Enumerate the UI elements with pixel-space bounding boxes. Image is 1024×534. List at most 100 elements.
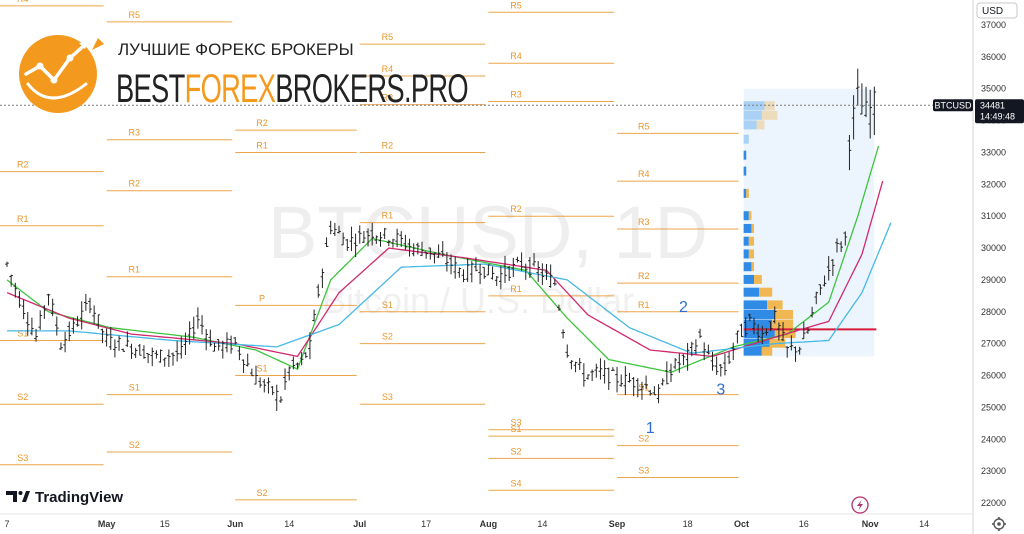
- profile-bar-up: [743, 134, 749, 144]
- profile-bar-up: [743, 211, 749, 221]
- profile-bar-up: [743, 150, 747, 160]
- profile-bar-up: [743, 262, 752, 272]
- logo-tagline: ЛУЧШИЕ ФОРЕКС БРОКЕРЫ: [118, 40, 354, 59]
- wave-label: 1: [646, 420, 655, 437]
- profile-bar-down: [759, 287, 773, 297]
- price-tick-label: 22000: [981, 498, 1006, 508]
- currency-box[interactable]: [976, 2, 1018, 19]
- time-tick-label: 18: [683, 519, 693, 529]
- price-tick-label: 33000: [981, 147, 1006, 157]
- price-tick-label: 24000: [981, 434, 1006, 444]
- pivot-label: S2: [638, 434, 649, 444]
- pivot-label: R5: [128, 10, 140, 20]
- profile-bar-up: [743, 236, 749, 246]
- profile-bar-down: [756, 120, 765, 130]
- pivot-label: S1: [511, 424, 522, 434]
- wave-label: 2: [679, 299, 688, 316]
- time-axis[interactable]: 7 May 15 Jun 14 Jul 17 Aug 14 Sep 18 Oct 16 Nov 14: [4, 519, 929, 529]
- countdown-text: 14:49:48: [980, 111, 1015, 121]
- pivot-label: S1: [382, 300, 393, 310]
- pivot-label: S2: [256, 488, 267, 498]
- pivot-label: R1: [256, 140, 268, 150]
- time-tick-label: Nov: [862, 519, 879, 529]
- pivot-label: R5: [638, 121, 650, 131]
- price-tick-label: 32000: [981, 179, 1006, 189]
- pivot-label: P: [259, 293, 265, 303]
- profile-bar-down: [746, 188, 749, 198]
- time-tick-label: Jun: [227, 519, 243, 529]
- symbol-tag-text: BTCUSD: [934, 100, 972, 110]
- pivot-label: S2: [511, 446, 522, 456]
- time-tick-label: 14: [284, 519, 294, 529]
- pivot-label: S4: [511, 478, 522, 488]
- price-tick-label: 37000: [981, 20, 1006, 30]
- profile-bar-up: [743, 101, 765, 111]
- price-tick-label: 35000: [981, 84, 1006, 94]
- profile-bar-up: [743, 319, 773, 329]
- volume-profile-bars: [743, 101, 877, 356]
- pivot-label: S2: [129, 440, 140, 450]
- pivot-label: R3: [638, 217, 650, 227]
- profile-bar-down: [754, 274, 762, 284]
- pivot-label: R4: [382, 64, 394, 74]
- wave-label: 3: [716, 382, 725, 399]
- pivot-label: S2: [17, 392, 28, 402]
- symbol-watermark: BTCUSD, 1D Bitcoin / U.S. Dollar: [268, 191, 708, 321]
- profile-bar-up: [743, 249, 749, 259]
- profile-bar-down: [761, 110, 778, 120]
- pivot-label: R1: [382, 211, 394, 221]
- time-tick-label: Aug: [480, 519, 498, 529]
- pivot-label: R2: [510, 204, 522, 214]
- profile-bar-down: [748, 236, 755, 246]
- currency-label[interactable]: USD: [982, 6, 1003, 17]
- time-tick-label: Sep: [609, 519, 626, 529]
- watermark-symbol: BTCUSD, 1D: [268, 191, 708, 274]
- price-tick-label: 29000: [981, 275, 1006, 285]
- profile-bar-up: [743, 166, 747, 176]
- price-tag: [975, 99, 1024, 124]
- currency-selector[interactable]: USD: [976, 2, 1018, 19]
- pivot-label: R4: [17, 0, 29, 4]
- price-tick-label: 27000: [981, 339, 1006, 349]
- pivot-label: R2: [17, 160, 29, 170]
- price-bars: [5, 68, 877, 411]
- profile-bar-up: [743, 188, 747, 198]
- pivot-label: R3: [382, 93, 394, 103]
- profile-bar-up: [743, 274, 755, 284]
- price-axis[interactable]: 22000 23000 24000 25000 26000 27000 28000 29000…: [981, 20, 1006, 508]
- price-tick-label: 31000: [981, 211, 1006, 221]
- moving-average-line: [6, 180, 884, 358]
- pivot-label: S1: [129, 383, 140, 393]
- time-tick-label: 16: [799, 519, 809, 529]
- pivot-label: R3: [128, 128, 140, 138]
- pivot-points: S3 S2 S1 R1 R2 R4 S2 S1 R1 R2 R3 R5 S2 S1 P R1 R2 S3 S2 S1 R…: [0, 0, 739, 501]
- profile-bar-down: [774, 309, 794, 319]
- pivot-label: R5: [510, 0, 522, 10]
- price-tick-label: 30000: [981, 243, 1006, 253]
- pivot-label: R3: [510, 89, 522, 99]
- tradingview-mark: [6, 491, 17, 502]
- time-tick-label: 7: [4, 519, 9, 529]
- profile-bar-down: [751, 223, 755, 233]
- moving-average-line: [7, 222, 892, 354]
- pivot-label: S1: [17, 328, 28, 338]
- profile-bar-up: [743, 287, 760, 297]
- profile-bar-up: [743, 300, 768, 310]
- profile-bar-down: [748, 211, 752, 221]
- time-tick-label: 17: [421, 519, 431, 529]
- pivot-label: R2: [128, 179, 140, 189]
- time-tick-label: Oct: [734, 519, 749, 529]
- lightning-icon[interactable]: [851, 496, 869, 514]
- pivot-label: R4: [638, 169, 650, 179]
- pivot-label: S3: [17, 453, 28, 463]
- time-tick-label: 14: [537, 519, 547, 529]
- pivot-label: R5: [382, 32, 394, 42]
- bestforexbrokers-logo: ЛУЧШИЕ ФОРЕКС БРОКЕРЫ BESTFOREXBROKERS.P…: [19, 35, 469, 113]
- price-tick-label: 26000: [981, 371, 1006, 381]
- price-tick-label: 23000: [981, 466, 1006, 476]
- pivot-label: R1: [510, 284, 522, 294]
- time-tick-label: 15: [160, 519, 170, 529]
- symbol-tag: [933, 99, 973, 112]
- gear-icon[interactable]: [992, 517, 1006, 531]
